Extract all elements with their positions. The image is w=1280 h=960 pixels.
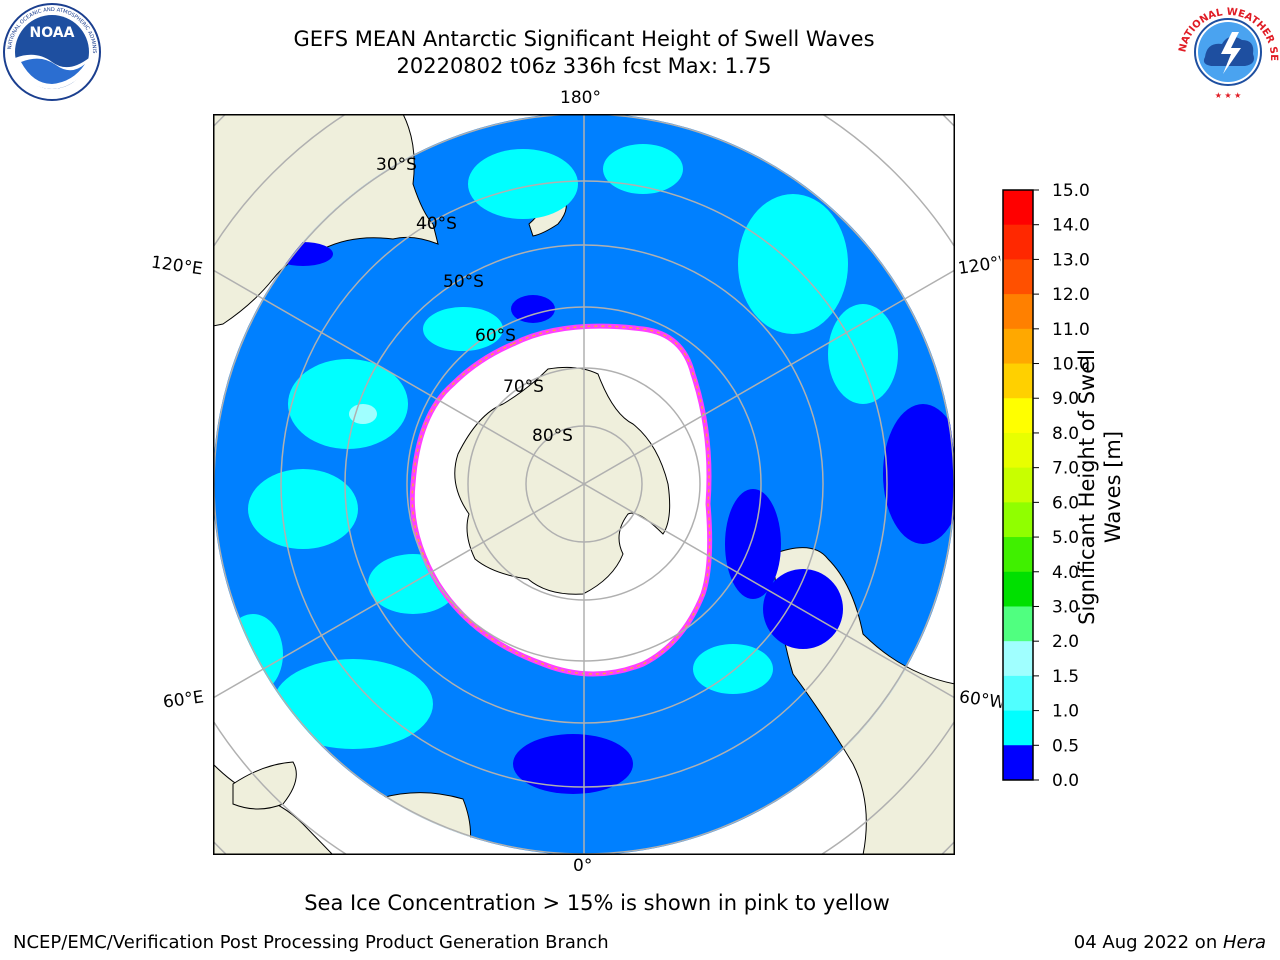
colorbar-swatch: [1003, 745, 1033, 780]
colorbar-swatch: [1003, 537, 1033, 573]
colorbar-swatch: [1003, 710, 1033, 746]
lon-label-right-lower: 60°W: [957, 687, 1004, 713]
colorbar-tick-label: 8.0: [1052, 424, 1079, 444]
lon-label-bottom: 0°: [573, 856, 593, 876]
colorbar-tick-label: 1.0: [1052, 702, 1079, 722]
colorbar-tick-label: 13.0: [1052, 250, 1090, 270]
lon-label-top: 180°: [560, 88, 601, 108]
colorbar-tick-label: 9.0: [1052, 389, 1079, 409]
colorbar-swatch: [1003, 606, 1033, 642]
colorbar-tick-label: 2.0: [1052, 632, 1079, 652]
lon-label-right-upper: 120°W: [956, 253, 1003, 279]
colorbar-swatch: [1003, 398, 1033, 434]
colorbar-tick-label: 12.0: [1052, 285, 1090, 305]
colorbar-tick-label: 14.0: [1052, 216, 1090, 236]
colorbar-swatch: [1003, 641, 1033, 677]
colorbar-swatch: [1003, 294, 1033, 330]
colorbar-swatch: [1003, 259, 1033, 295]
chart-title: GEFS MEAN Antarctic Significant Height o…: [293, 27, 875, 51]
colorbar-tick-label: 11.0: [1052, 320, 1090, 340]
land-antarctica: [454, 366, 671, 595]
lat-label-60s: 60°S: [475, 326, 516, 346]
colorbar-tick-label: 4.0: [1052, 563, 1079, 583]
lat-label-70s: 70°S: [503, 377, 544, 397]
colorbar-tick-label: 6.0: [1052, 493, 1079, 513]
lat-label-40s: 40°S: [416, 214, 457, 234]
colorbar-tick-label: 7.0: [1052, 459, 1079, 479]
lat-label-50s: 50°S: [443, 272, 484, 292]
colorbar-swatch: [1003, 328, 1033, 365]
colorbar-swatch: [1003, 675, 1033, 712]
footer-date: 04 Aug 2022 on Hera: [1073, 932, 1266, 953]
lat-label-30s: 30°S: [376, 155, 417, 175]
chart-subtitle: 20220802 t06z 336h fcst Max: 1.75: [396, 54, 772, 78]
colorbar-tick-label: 15.0: [1052, 181, 1090, 201]
svg-text:NOAA: NOAA: [30, 25, 75, 41]
colorbar-tick-label: 3.0: [1052, 597, 1079, 617]
land-madagascar: [232, 761, 297, 810]
colorbar-swatch: [1003, 224, 1033, 260]
colorbar-swatch: [1003, 571, 1033, 607]
colorbar-tick-label: 1.5: [1052, 667, 1079, 687]
sea-ice-caption: Sea Ice Concentration > 15% is shown in …: [304, 891, 890, 915]
nws-logo: NATIONAL WEATHER SERVICE ★ ★ ★: [1177, 2, 1279, 100]
colorbar-tick-label: 5.0: [1052, 528, 1079, 548]
colorbar-tick-label: 10.0: [1052, 355, 1090, 375]
colorbar-swatch: [1003, 432, 1033, 469]
noaa-logo: NOAA NATIONAL OCEANIC AND ATMOSPHERIC AD…: [1, 2, 101, 101]
lon-label-left-lower: 60°E: [161, 687, 206, 713]
colorbar-tick-label: 0.5: [1052, 736, 1079, 756]
colorbar: 15.0 14.0 13.0 12.0 11.0 10.0 9.0 8.0 7.0 6.0 5.0 4…: [1002, 181, 1090, 791]
colorbar-swatch: [1003, 363, 1033, 399]
colorbar-swatch: [1003, 190, 1033, 226]
colorbar-swatch: [1003, 502, 1033, 538]
svg-text:★ ★ ★: ★ ★ ★: [1215, 91, 1242, 100]
colorbar-swatch: [1003, 467, 1033, 503]
colorbar-tick-label: 0.0: [1052, 771, 1079, 791]
lat-label-80s: 80°S: [532, 426, 573, 446]
lon-label-left-upper: 120°E: [149, 252, 204, 280]
footer-credit: NCEP/EMC/Verification Post Processing Pr…: [13, 932, 609, 953]
polar-map: 30°S 40°S 50°S 60°S 70°S 80°S: [213, 114, 955, 855]
